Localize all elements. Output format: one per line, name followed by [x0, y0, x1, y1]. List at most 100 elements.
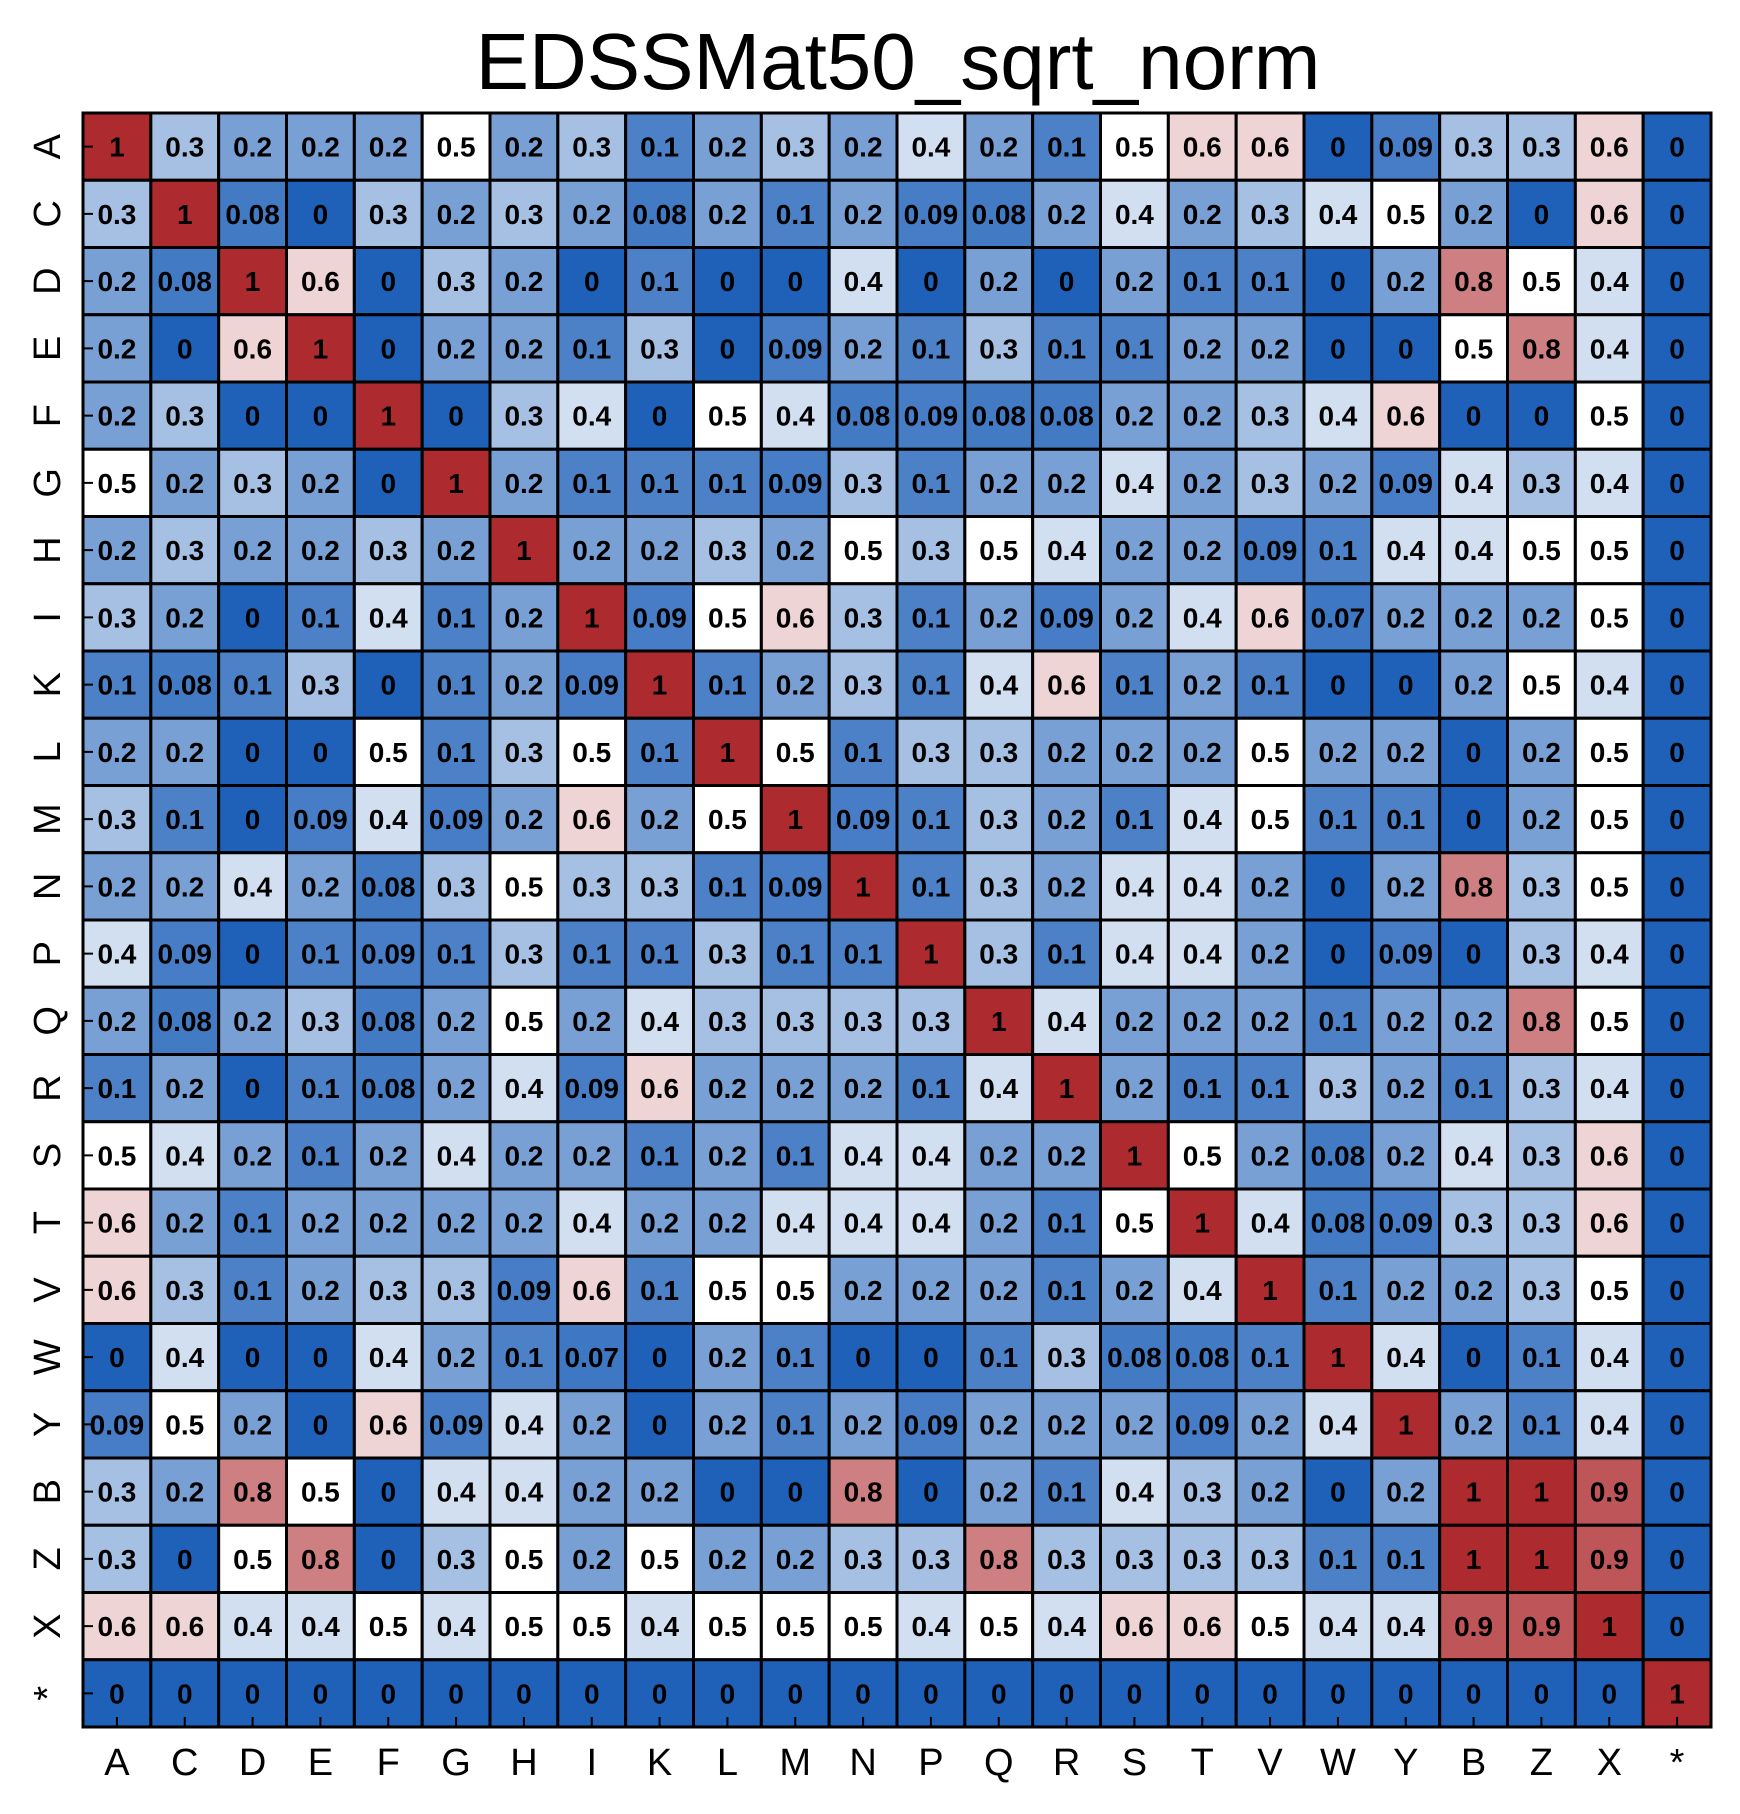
cell-value-label: 1 — [448, 468, 464, 499]
x-tick-label: G — [441, 1742, 471, 1784]
cell-value-label: 0.2 — [572, 1409, 611, 1440]
cell-value-label: 0.1 — [911, 670, 950, 701]
cell-value-label: 0.2 — [437, 1208, 476, 1239]
heatmap-cell — [624, 1254, 696, 1325]
cell-value-label: 0.4 — [233, 871, 272, 902]
cell-value-label: 0.2 — [1183, 670, 1222, 701]
cell-value-label: 1 — [1398, 1409, 1414, 1440]
cell-value-label: 0.2 — [979, 1409, 1018, 1440]
heatmap-cell — [1438, 582, 1509, 653]
cell-value-label: 1 — [923, 939, 939, 970]
cell-value-label: 0.1 — [640, 939, 679, 970]
y-tick-label: Q — [27, 1006, 69, 1036]
cell-value-label: 0 — [380, 468, 396, 499]
heatmap-cell — [1099, 784, 1170, 855]
cell-value-label: 0 — [1669, 1006, 1685, 1037]
heatmap-cell — [420, 1456, 492, 1527]
cell-value-label: 0 — [720, 1678, 736, 1709]
x-tick-label: R — [1053, 1742, 1080, 1784]
cell-value-label: 0.1 — [911, 602, 950, 633]
y-tick-label: P — [27, 941, 69, 966]
heatmap-cell — [692, 1389, 763, 1460]
heatmap-cell — [1031, 313, 1102, 384]
cell-value-label: 0.3 — [1522, 132, 1561, 163]
cell-value-label: 0.8 — [301, 1544, 340, 1575]
cell-value-label: 0.4 — [911, 1611, 950, 1642]
cell-value-label: 0.5 — [844, 1611, 883, 1642]
cell-value-label: 0.4 — [1454, 535, 1493, 566]
heatmap-cell — [81, 515, 153, 586]
heatmap-cell — [556, 1523, 628, 1594]
cell-value-label: 0.2 — [504, 333, 543, 364]
heatmap-cell — [217, 515, 289, 586]
cell-value-label: 0.2 — [1115, 266, 1154, 297]
x-axis-ticks: A C D E F G H I K L M N P Q R S T V W Y B Z X * — [104, 1717, 1685, 1784]
heatmap-cell — [352, 515, 424, 586]
x-tick-label: T — [1191, 1742, 1214, 1784]
heatmap-cell — [420, 246, 492, 317]
cell-value-label: 0.9 — [1522, 1611, 1561, 1642]
cell-value-label: 0 — [584, 1678, 600, 1709]
cell-value-label: 0.6 — [1251, 132, 1290, 163]
heatmap-cell — [1302, 111, 1374, 182]
cell-value-label: 0.1 — [233, 670, 272, 701]
cell-value-label: 0.6 — [233, 333, 272, 364]
heatmap-cell — [1438, 178, 1509, 249]
cell-value-label: 0.1 — [776, 939, 815, 970]
y-axis-ticks: A C D E F G H I K L M N P Q R S T V W Y B Z X * — [27, 133, 93, 1701]
heatmap-cell — [1302, 447, 1374, 518]
heatmap-cell — [1506, 447, 1577, 518]
cell-value-label: 0.4 — [1183, 939, 1222, 970]
cell-value-label: 0.2 — [1047, 1140, 1086, 1171]
cell-value-label: 0.3 — [1251, 401, 1290, 432]
cell-value-label: 0 — [1330, 333, 1346, 364]
cell-value-label: 0 — [245, 602, 261, 633]
heatmap-cell — [1099, 716, 1170, 787]
y-tick-label: V — [27, 1277, 69, 1303]
cell-value-label: 0.2 — [1386, 1073, 1425, 1104]
cell-value-label: 0 — [1534, 199, 1550, 230]
cell-value-label: 0.09 — [429, 1409, 484, 1440]
cell-value-label: 0.3 — [504, 401, 543, 432]
cell-value-label: 0.07 — [1311, 602, 1366, 633]
heatmap-cell — [1641, 1389, 1713, 1460]
cell-value-label: 0 — [923, 266, 939, 297]
heatmap-cell — [624, 1523, 696, 1594]
x-tick-label: Z — [1530, 1742, 1553, 1784]
cell-value-label: 0.3 — [301, 670, 340, 701]
heatmap-cell — [1370, 918, 1442, 989]
cell-value-label: 0.4 — [1590, 1342, 1629, 1373]
heatmap-cell — [1438, 1523, 1509, 1594]
cell-value-label: 0.2 — [1386, 871, 1425, 902]
cell-value-label: 0 — [313, 737, 329, 768]
cell-value-label: 0.1 — [776, 1140, 815, 1171]
cell-value-label: 0.2 — [640, 535, 679, 566]
x-tick-label: Q — [984, 1742, 1014, 1784]
cell-value-label: 0.1 — [1047, 939, 1086, 970]
cell-value-label: 0.3 — [369, 535, 408, 566]
cell-value-label: 0.4 — [776, 401, 815, 432]
cell-value-label: 0.4 — [1183, 871, 1222, 902]
cell-value-label: 0.09 — [768, 333, 823, 364]
cell-value-label: 0.2 — [844, 1275, 883, 1306]
cell-value-label: 0 — [448, 1678, 464, 1709]
cell-value-label: 0.2 — [708, 132, 747, 163]
cell-value-label: 0 — [720, 333, 736, 364]
cell-value-label: 0.3 — [1522, 1073, 1561, 1104]
heatmap-cell — [1302, 1591, 1374, 1662]
cell-value-label: 0.3 — [301, 1006, 340, 1037]
cell-value-label: 0.4 — [437, 1611, 476, 1642]
cell-value-label: 1 — [720, 737, 736, 768]
cell-value-label: 0.2 — [844, 1409, 883, 1440]
cell-value-label: 0 — [380, 1477, 396, 1508]
cell-value-label: 0.4 — [369, 1342, 408, 1373]
y-tick-label: G — [27, 468, 69, 498]
cell-value-label: 0.2 — [572, 1477, 611, 1508]
cell-value-label: 0 — [1669, 333, 1685, 364]
heatmap-cell — [149, 716, 221, 787]
cell-value-label: 0.4 — [844, 1208, 883, 1239]
cell-value-label: 0.3 — [504, 939, 543, 970]
heatmap-cell — [827, 178, 899, 249]
cell-value-label: 0.2 — [1318, 737, 1357, 768]
